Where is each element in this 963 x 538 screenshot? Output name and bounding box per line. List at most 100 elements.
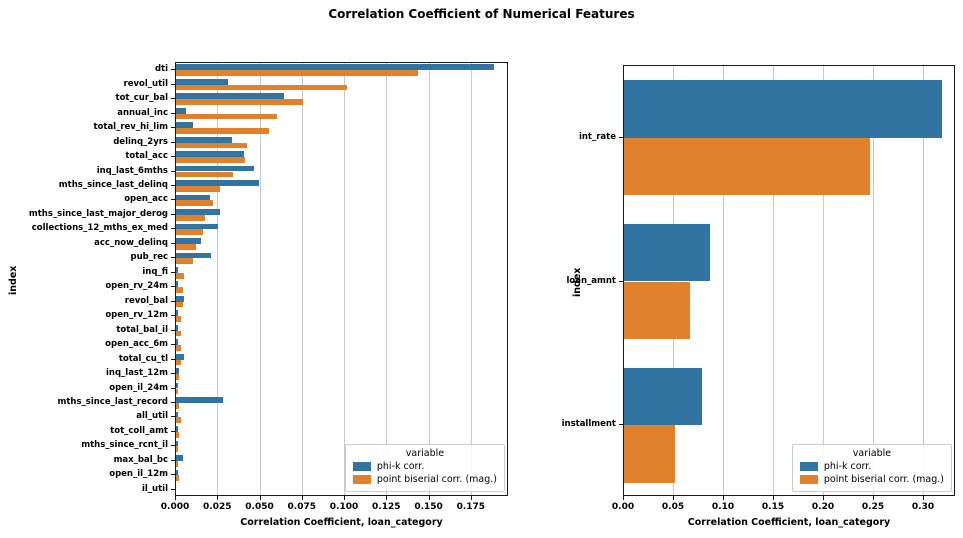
legend-title: variable bbox=[405, 448, 445, 459]
legend: variable phi-k corr. point biserial corr. … bbox=[344, 444, 505, 492]
y-tick-mark bbox=[171, 170, 175, 172]
phi-k-bar bbox=[176, 310, 178, 317]
phi-k-bar bbox=[176, 469, 178, 476]
phi-k-bar bbox=[176, 426, 178, 432]
x-tick-label: 0.000 bbox=[160, 502, 190, 512]
y-tick-label: all_util bbox=[136, 411, 168, 422]
x-tick-label: 0.100 bbox=[329, 502, 359, 512]
x-tick-mark bbox=[723, 496, 724, 500]
y-tick-label: inq_last_6mths bbox=[96, 165, 168, 176]
point-biserial-bar bbox=[176, 258, 193, 265]
phi-k-bar bbox=[176, 64, 494, 71]
y-tick-mark bbox=[171, 401, 175, 403]
point-biserial-bar bbox=[176, 128, 269, 134]
phi-k-bar bbox=[176, 266, 178, 273]
phi-k-bar bbox=[176, 411, 178, 418]
y-tick-mark bbox=[171, 127, 175, 129]
point-biserial-bar bbox=[176, 142, 247, 149]
x-tick-label: 0.150 bbox=[414, 502, 443, 512]
point-biserial-bar bbox=[176, 229, 204, 236]
legend-swatch-icon bbox=[352, 475, 371, 484]
y-tick-label: annual_inc bbox=[117, 107, 168, 118]
phi-k-bar bbox=[176, 353, 185, 360]
x-tick-label: 0.025 bbox=[203, 502, 232, 512]
y-tick-mark bbox=[171, 242, 175, 244]
point-biserial-bar bbox=[176, 171, 234, 178]
x-tick-label: 0.075 bbox=[287, 502, 316, 512]
point-biserial-bar bbox=[176, 272, 185, 279]
y-tick-mark bbox=[171, 344, 175, 346]
y-tick-mark bbox=[171, 300, 175, 302]
gridline bbox=[386, 63, 388, 495]
legend-swatch-icon bbox=[799, 475, 818, 484]
y-tick-label: il_util bbox=[141, 483, 168, 494]
y-tick-label: revol_util bbox=[123, 78, 168, 89]
y-tick-mark bbox=[171, 69, 175, 71]
point-biserial-bar bbox=[176, 345, 182, 351]
point-biserial-bar bbox=[176, 70, 418, 76]
gridline bbox=[773, 66, 774, 495]
y-tick-mark bbox=[171, 445, 175, 447]
point-biserial-bar bbox=[176, 84, 347, 91]
x-tick-label: 0.30 bbox=[911, 502, 935, 512]
phi-k-bar bbox=[176, 180, 259, 186]
x-tick-label: 0.20 bbox=[811, 502, 835, 512]
y-tick-label: int_rate bbox=[578, 131, 616, 142]
gridline bbox=[673, 66, 674, 495]
phi-k-bar bbox=[176, 397, 224, 403]
x-tick-mark bbox=[623, 496, 624, 500]
phi-k-bar bbox=[176, 107, 187, 114]
point-biserial-bar bbox=[176, 388, 178, 395]
point-biserial-bar bbox=[624, 137, 870, 196]
plot-area: variable phi-k corr. point biserial corr. … bbox=[623, 65, 955, 496]
y-tick-label: tot_coll_amt bbox=[110, 425, 168, 436]
y-tick-label: inq_fi bbox=[142, 266, 168, 277]
x-tick-mark bbox=[923, 496, 924, 500]
phi-k-bar bbox=[176, 93, 285, 100]
legend-title: variable bbox=[852, 448, 892, 459]
x-tick-mark bbox=[428, 496, 430, 500]
legend-label: point biserial corr. (mag.) bbox=[376, 474, 497, 485]
gridline bbox=[823, 66, 824, 495]
point-biserial-bar bbox=[624, 281, 690, 339]
y-tick-mark bbox=[171, 416, 175, 418]
x-tick-label: 0.05 bbox=[661, 502, 685, 512]
y-tick-label: total_acc bbox=[125, 151, 168, 162]
y-tick-mark bbox=[171, 474, 175, 476]
y-tick-label: total_bal_il bbox=[116, 324, 168, 335]
y-tick-label: open_rv_24m bbox=[105, 281, 168, 292]
y-tick-mark bbox=[171, 83, 175, 85]
phi-k-bar bbox=[176, 223, 219, 230]
point-biserial-bar bbox=[176, 185, 220, 192]
phi-k-bar bbox=[176, 165, 254, 172]
point-biserial-bar bbox=[176, 287, 183, 293]
y-tick-label: open_il_24m bbox=[109, 382, 168, 393]
y-tick-mark bbox=[171, 271, 175, 273]
x-tick-label: 0.10 bbox=[711, 502, 735, 512]
y-tick-label: loan_amnt bbox=[566, 275, 617, 286]
y-tick-label: open_acc bbox=[124, 194, 168, 205]
y-tick-mark bbox=[171, 98, 175, 100]
x-tick-mark bbox=[217, 496, 219, 500]
point-biserial-bar bbox=[176, 417, 182, 424]
y-tick-label: open_acc_6m bbox=[105, 339, 168, 350]
y-tick-label: mths_since_rcnt_il bbox=[81, 440, 168, 451]
phi-k-bar bbox=[176, 238, 202, 244]
y-tick-label: acc_now_delinq bbox=[94, 237, 168, 248]
x-tick-label: 0.050 bbox=[245, 502, 274, 512]
y-tick-mark bbox=[171, 228, 175, 230]
gridline bbox=[217, 63, 219, 495]
y-tick-mark bbox=[171, 257, 175, 259]
x-tick-mark bbox=[259, 496, 261, 500]
phi-k-bar bbox=[176, 78, 229, 85]
legend-label: phi-k corr. bbox=[823, 461, 872, 472]
x-axis-label: Correlation Coefficient, loan_category bbox=[687, 517, 891, 528]
y-tick-mark bbox=[171, 373, 175, 375]
point-biserial-bar bbox=[176, 374, 180, 380]
legend-item: phi-k corr. bbox=[799, 461, 944, 472]
gridline bbox=[301, 63, 303, 495]
phi-k-bar bbox=[176, 295, 185, 302]
legend-label: phi-k corr. bbox=[376, 461, 425, 472]
y-tick-mark bbox=[171, 430, 175, 432]
